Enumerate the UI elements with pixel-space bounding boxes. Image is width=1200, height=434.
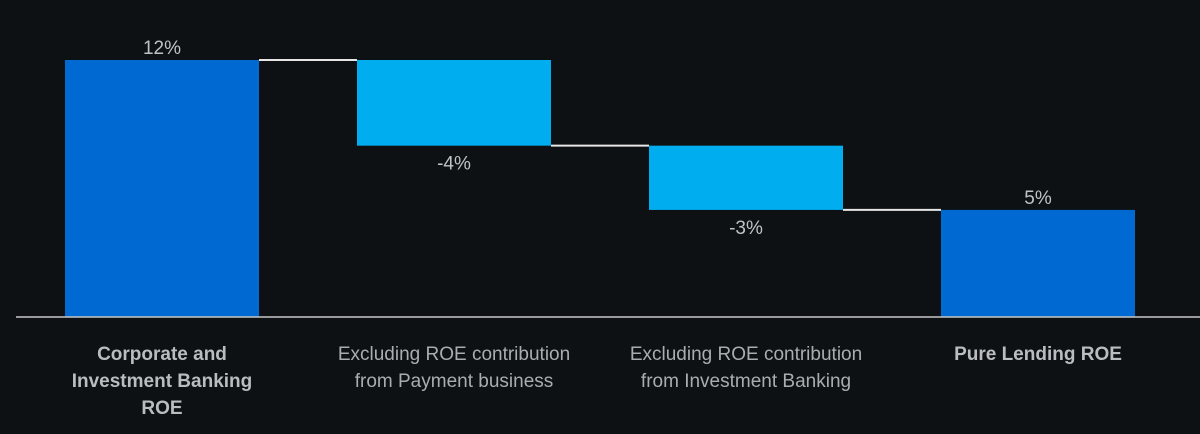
category-label-1: Corporate and Investment Banking ROE bbox=[72, 344, 253, 419]
bar-4 bbox=[941, 209, 1135, 317]
value-label-3: -3% bbox=[729, 218, 763, 239]
bar-1 bbox=[65, 60, 259, 317]
category-label-4: Pure Lending ROE bbox=[954, 344, 1122, 365]
value-label-2: -4% bbox=[437, 154, 471, 175]
category-label-2: Excluding ROE contribution from Payment b… bbox=[338, 344, 570, 392]
category-label-3: Excluding ROE contribution from Investmen… bbox=[630, 344, 862, 392]
bar-3 bbox=[649, 145, 843, 210]
bar-2 bbox=[357, 60, 551, 146]
value-label-4: 5% bbox=[1024, 188, 1052, 209]
value-label-1: 12% bbox=[143, 38, 181, 59]
